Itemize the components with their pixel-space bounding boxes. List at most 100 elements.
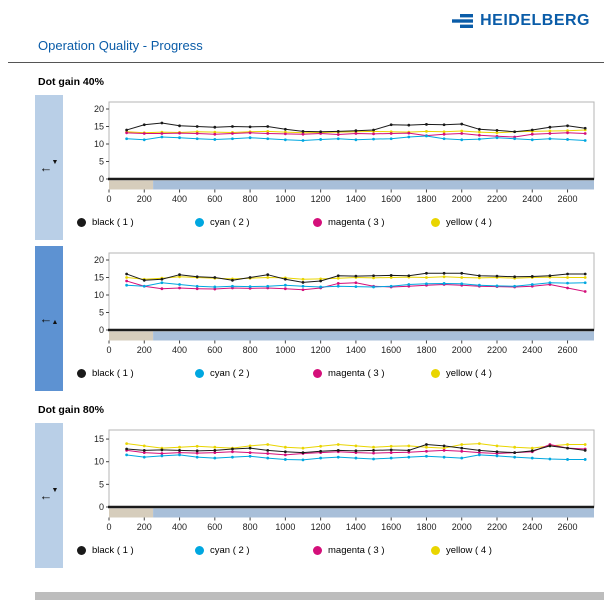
svg-text:2600: 2600 [558, 345, 578, 355]
x-axis: 0 200 400 600 800 1000 1200 1400 1600 1800 2000 220… [106, 189, 578, 204]
svg-text:1200: 1200 [311, 522, 331, 532]
heidelberg-logo: HEIDELBERG [452, 12, 590, 30]
legend-item-black: black ( 1 ) [77, 545, 195, 556]
svg-text:2400: 2400 [522, 522, 542, 532]
legend-label: black ( 1 ) [92, 367, 134, 379]
legend-item-cyan: cyan ( 2 ) [195, 368, 313, 379]
line-chart-canvas: 0 5 10 15 0 200 400 600 800 1000 1200 1400 1600 1800 2… [94, 429, 595, 532]
legend-color-dot [431, 545, 440, 555]
section-label-dot-gain-40: Dot gain 40% [38, 76, 104, 88]
legend-color-dot [195, 545, 204, 555]
svg-text:0: 0 [99, 502, 104, 512]
band-left [109, 180, 154, 190]
legend-color-dot [195, 368, 204, 378]
arrow-left-up-icon: ← ▲ [39, 311, 59, 326]
svg-text:1400: 1400 [346, 522, 366, 532]
svg-text:1600: 1600 [381, 194, 401, 204]
svg-text:2400: 2400 [522, 345, 542, 355]
legend-item-cyan: cyan ( 2 ) [195, 545, 313, 556]
legend-color-dot [313, 217, 322, 227]
panel-main-3: 0 5 10 15 0 200 400 600 800 1000 1200 1400 1600 1800 2… [63, 423, 604, 568]
x-axis: 0 200 400 600 800 1000 1200 1400 1600 1800 2000 220… [106, 517, 578, 532]
dot-gain-40-chart-1: 0 5 10 15 20 0 200 400 600 800 1000 1200 1400 1600 180… [73, 95, 604, 211]
legend-label: yellow ( 4 ) [446, 367, 492, 379]
legend-color-dot [313, 368, 322, 378]
legend-label: magenta ( 3 ) [328, 544, 385, 556]
plot-area [108, 252, 595, 331]
dot-gain-40-chart-2: 0 5 10 15 20 0 200 400 600 800 1000 1200 1400 1600 180… [73, 246, 604, 362]
svg-text:200: 200 [137, 194, 152, 204]
svg-text:10: 10 [94, 457, 104, 467]
svg-text:800: 800 [243, 345, 258, 355]
svg-text:5: 5 [99, 308, 104, 318]
svg-text:600: 600 [207, 194, 222, 204]
svg-text:20: 20 [94, 104, 104, 114]
arrow-left-down-icon: ← ▼ [39, 159, 59, 175]
svg-text:15: 15 [94, 434, 104, 444]
plot-area [108, 429, 595, 508]
panel-main-2: 0 5 10 15 20 0 200 400 600 800 1000 1200 1400 1600 180… [63, 246, 604, 391]
legend-color-dot [431, 368, 440, 378]
legend-label: cyan ( 2 ) [210, 544, 250, 556]
legend-item-yellow: yellow ( 4 ) [431, 545, 549, 556]
legend-label: black ( 1 ) [92, 216, 134, 228]
chart-panel-2: ← ▲ 0 5 10 15 20 0 200 400 600 800 1000 1200 1400 1600… [35, 246, 604, 391]
y-axis: 0 5 10 15 20 [94, 255, 109, 335]
svg-text:1000: 1000 [275, 345, 295, 355]
svg-text:2000: 2000 [452, 345, 472, 355]
bottom-strip [35, 592, 604, 600]
legend-label: yellow ( 4 ) [446, 216, 492, 228]
legend-item-black: black ( 1 ) [77, 368, 195, 379]
legend-item-yellow: yellow ( 4 ) [431, 217, 549, 228]
series-black [125, 121, 587, 134]
svg-text:200: 200 [137, 345, 152, 355]
page-header: HEIDELBERG Operation Quality - Progress [0, 0, 612, 62]
svg-text:1800: 1800 [416, 522, 436, 532]
svg-text:5: 5 [99, 157, 104, 167]
svg-text:1200: 1200 [311, 194, 331, 204]
header-divider [8, 62, 604, 63]
svg-text:2600: 2600 [558, 522, 578, 532]
x-axis: 0 200 400 600 800 1000 1200 1400 1600 1800 2000 220… [106, 340, 578, 355]
arrow-left-down-icon: ← ▼ [39, 487, 59, 503]
y-axis: 0 5 10 15 20 [94, 104, 109, 184]
series-black [125, 443, 587, 455]
svg-text:1000: 1000 [275, 194, 295, 204]
svg-text:1800: 1800 [416, 194, 436, 204]
legend-item-black: black ( 1 ) [77, 217, 195, 228]
series-cyan [125, 134, 587, 142]
svg-text:1600: 1600 [381, 345, 401, 355]
legend-color-dot [195, 217, 204, 227]
panel-selector-2[interactable]: ← ▲ [35, 246, 63, 391]
svg-text:400: 400 [172, 194, 187, 204]
heidelberg-logo-mark [452, 14, 474, 28]
svg-text:1200: 1200 [311, 345, 331, 355]
svg-text:2000: 2000 [452, 522, 472, 532]
chart-legend: black ( 1 ) cyan ( 2 ) magenta ( 3 ) yel… [77, 365, 604, 381]
svg-text:2200: 2200 [487, 522, 507, 532]
chart-panel-1: ← ▼ 0 5 10 15 20 0 200 400 600 800 1000 1200 1400 1600… [35, 95, 604, 240]
legend-color-dot [313, 545, 322, 555]
svg-text:400: 400 [172, 345, 187, 355]
band-right [153, 180, 594, 190]
page-title: Operation Quality - Progress [38, 38, 203, 53]
svg-text:1800: 1800 [416, 345, 436, 355]
svg-text:0: 0 [106, 194, 111, 204]
panel-selector-3[interactable]: ← ▼ [35, 423, 63, 568]
svg-text:10: 10 [94, 139, 104, 149]
legend-item-magenta: magenta ( 3 ) [313, 217, 431, 228]
band-right [153, 331, 594, 341]
svg-text:2400: 2400 [522, 194, 542, 204]
panel-selector-1[interactable]: ← ▼ [35, 95, 63, 240]
legend-label: magenta ( 3 ) [328, 367, 385, 379]
svg-text:15: 15 [94, 122, 104, 132]
legend-label: cyan ( 2 ) [210, 367, 250, 379]
svg-text:1400: 1400 [346, 194, 366, 204]
svg-text:400: 400 [172, 522, 187, 532]
svg-text:200: 200 [137, 522, 152, 532]
legend-color-dot [77, 545, 86, 555]
svg-text:20: 20 [94, 255, 104, 265]
svg-text:2200: 2200 [487, 194, 507, 204]
plot-area [108, 101, 595, 180]
